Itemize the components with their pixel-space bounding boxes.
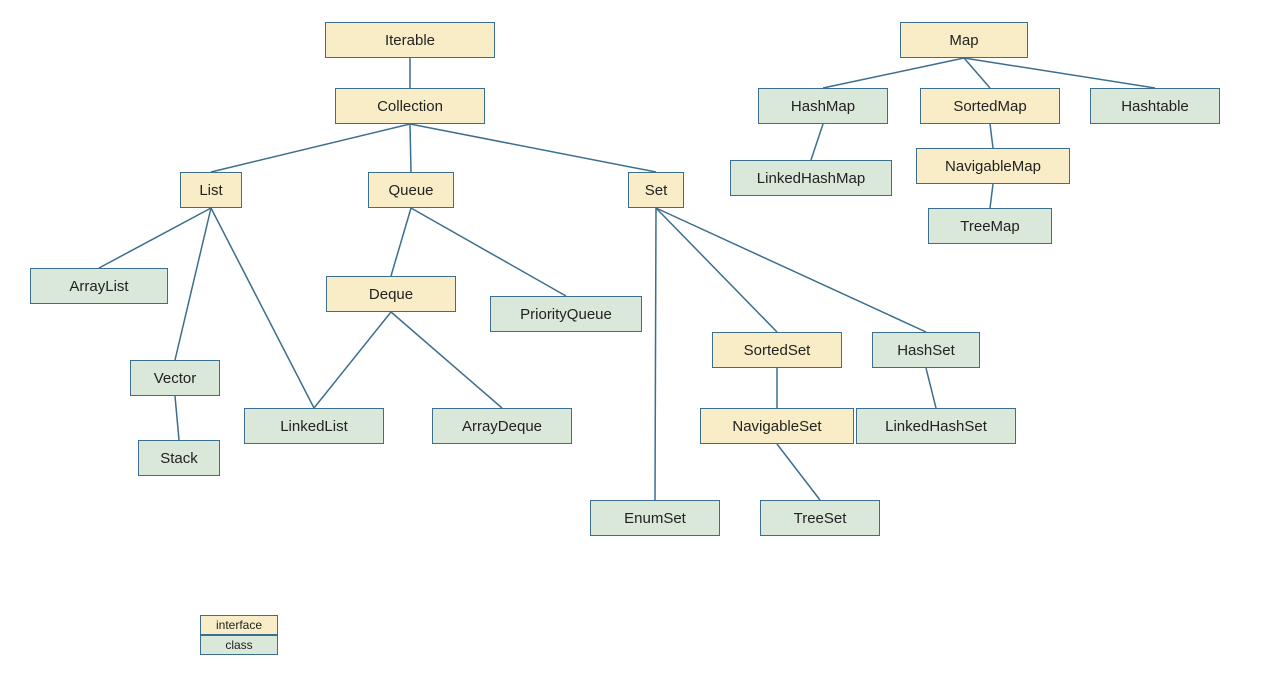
node-arraydeque: ArrayDeque: [432, 408, 572, 444]
node-collection: Collection: [335, 88, 485, 124]
edge-map-sortedmap: [964, 58, 990, 88]
node-list: List: [180, 172, 242, 208]
node-hashtable: Hashtable: [1090, 88, 1220, 124]
edge-queue-deque: [391, 208, 411, 276]
edge-list-vector: [175, 208, 211, 360]
node-priorityqueue: PriorityQueue: [490, 296, 642, 332]
node-stack: Stack: [138, 440, 220, 476]
node-linkedlist: LinkedList: [244, 408, 384, 444]
edge-collection-list: [211, 124, 410, 172]
node-sortedmap: SortedMap: [920, 88, 1060, 124]
edge-collection-set: [410, 124, 656, 172]
node-queue: Queue: [368, 172, 454, 208]
edges-layer: [0, 0, 1280, 680]
edge-map-hashtable: [964, 58, 1155, 88]
node-deque: Deque: [326, 276, 456, 312]
legend-interface: interface: [200, 615, 278, 635]
node-linkedhashmap: LinkedHashMap: [730, 160, 892, 196]
edge-map-hashmap: [823, 58, 964, 88]
node-enumset: EnumSet: [590, 500, 720, 536]
edge-navigableset-treeset: [777, 444, 820, 500]
edge-sortedmap-navigablemap: [990, 124, 993, 148]
edge-deque-arraydeque: [391, 312, 502, 408]
node-vector: Vector: [130, 360, 220, 396]
node-iterable: Iterable: [325, 22, 495, 58]
node-navigableset: NavigableSet: [700, 408, 854, 444]
edge-set-hashset: [656, 208, 926, 332]
edge-collection-queue: [410, 124, 411, 172]
legend-class: class: [200, 635, 278, 655]
edge-set-sortedset: [656, 208, 777, 332]
node-hashset: HashSet: [872, 332, 980, 368]
edge-hashmap-linkedhashmap: [811, 124, 823, 160]
node-linkedhashset: LinkedHashSet: [856, 408, 1016, 444]
edge-list-arraylist: [99, 208, 211, 268]
node-set: Set: [628, 172, 684, 208]
edge-list-linkedlist: [211, 208, 314, 408]
edge-hashset-linkedhashset: [926, 368, 936, 408]
edge-vector-stack: [175, 396, 179, 440]
edge-deque-linkedlist: [314, 312, 391, 408]
node-map: Map: [900, 22, 1028, 58]
edge-set-enumset: [655, 208, 656, 500]
edge-navigablemap-treemap: [990, 184, 993, 208]
node-sortedset: SortedSet: [712, 332, 842, 368]
node-navigablemap: NavigableMap: [916, 148, 1070, 184]
node-arraylist: ArrayList: [30, 268, 168, 304]
node-treeset: TreeSet: [760, 500, 880, 536]
node-hashmap: HashMap: [758, 88, 888, 124]
node-treemap: TreeMap: [928, 208, 1052, 244]
